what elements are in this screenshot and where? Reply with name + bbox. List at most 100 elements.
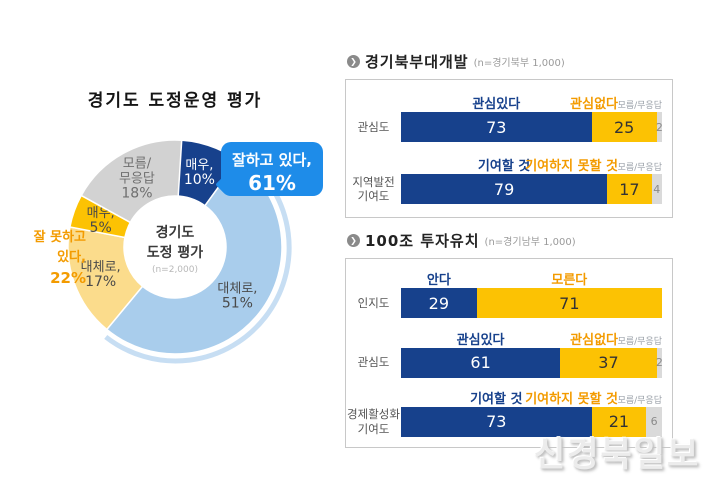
bar-row-interest: 관심도 관심있다 관심없다 모름/무응답 73 25 2 xyxy=(346,93,663,142)
bar-segment-dontknow: 4 xyxy=(651,174,662,204)
donut-slice-label: 5% xyxy=(90,220,112,236)
bar-track: 관심있다 관심없다 모름/무응답 61 37 2 xyxy=(401,329,663,378)
bar-segment-dontknow: 2 xyxy=(655,347,663,378)
value-positive: 73 xyxy=(486,117,507,137)
bar-segment-positive: 73 xyxy=(401,112,592,142)
donut-center-label: 경기도 도정 평가 (n=2,000) xyxy=(113,223,237,277)
arrow-circle-icon: ❯ xyxy=(347,234,360,247)
section-2-panel: 인지도 안다 모른다 29 71 0 관심도 관심있다 관심없다 xyxy=(345,258,673,448)
negative-label: 기여하지 못할 것 xyxy=(525,391,618,407)
bar-track: 안다 모른다 29 71 0 xyxy=(401,269,662,319)
bar-segment-negative: 17 xyxy=(607,174,652,204)
bar-segment-negative: 71 xyxy=(476,288,662,319)
bar-row-economy-contribution: 경제활성화 기여도 기여할 것 기여하지 못할 것 모름/무응답 73 21 6 xyxy=(346,388,662,437)
section-1-header: ❯ 경기북부대개발 (n=경기북부 1,000) xyxy=(347,51,565,72)
bar-segment-positive: 73 xyxy=(401,406,592,437)
dontknow-label: 모름/무응답 xyxy=(617,163,662,173)
bar-labels: 기여할 것 기여하지 못할 것 모름/무응답 xyxy=(401,155,662,174)
bar-track: 기여할 것 기여하지 못할 것 모름/무응답 73 21 6 xyxy=(401,388,662,437)
donut-slice-label: 대체로, xyxy=(81,260,121,275)
stacked-bar: 29 71 0 xyxy=(401,288,662,319)
bar-segment-positive: 79 xyxy=(401,174,608,204)
negative-label: 모른다 xyxy=(551,273,588,289)
section-2-sample-size: (n=경기남부 1,000) xyxy=(484,237,576,248)
value-negative: 21 xyxy=(608,412,630,432)
value-dontknow: 4 xyxy=(653,182,661,196)
bar-row-contribution: 지역발전 기여도 기여할 것 기여하지 못할 것 모름/무응답 79 17 4 xyxy=(346,155,662,204)
category-label: 인지도 xyxy=(357,296,390,311)
donut-slice-label: 무응답 xyxy=(119,171,155,186)
bar-segment-negative: 25 xyxy=(591,112,657,142)
donut-slice-label: 17% xyxy=(85,274,116,290)
stacked-bar: 73 25 2 xyxy=(401,112,663,142)
bar-labels: 안다 모른다 xyxy=(401,269,662,289)
category-label: 경제활성화 기여도 xyxy=(347,407,400,436)
bar-segment-negative: 37 xyxy=(560,347,657,378)
negative-callout-text1: 잘 못하고 xyxy=(33,230,86,245)
negative-label: 기여하지 못할 것 xyxy=(525,159,618,174)
negative-callout-value: 22% xyxy=(50,269,86,287)
donut-slice-label: 대체로, xyxy=(217,281,257,296)
section-2-header: ❯ 100조 투자유치 (n=경기남부 1,000) xyxy=(347,230,576,251)
value-dontknow: 2 xyxy=(655,120,663,134)
value-negative: 37 xyxy=(598,353,619,372)
bar-segment-dontknow: 2 xyxy=(655,112,663,142)
donut-sample-size: (n=2,000) xyxy=(151,264,199,275)
donut-chart-title: 경기도 도정운영 평가 xyxy=(87,91,263,111)
stacked-bar: 73 21 6 xyxy=(401,406,662,437)
donut-slice-label: 51% xyxy=(222,295,253,311)
donut-center-line1: 경기도 xyxy=(155,225,195,241)
positive-label: 관심있다 xyxy=(456,332,505,348)
value-positive: 61 xyxy=(470,353,491,372)
donut-center-line2: 도정 평가 xyxy=(146,245,204,262)
donut-slice-label: 18% xyxy=(121,185,152,201)
negative-label: 관심없다 xyxy=(570,97,618,112)
donut-slice-1 xyxy=(105,159,283,355)
value-negative: 17 xyxy=(619,179,640,199)
value-negative: 71 xyxy=(559,293,580,313)
donut-chart: 매우, 10% 대체로, 51% 대체로, 17% 매우, 5% 모름/무응답 18% xyxy=(50,122,300,372)
value-positive: 29 xyxy=(428,293,450,313)
stacked-bar: 61 37 2 xyxy=(401,347,663,378)
donut-highlight-ring xyxy=(104,155,292,364)
bar-labels: 관심있다 관심없다 모름/무응답 xyxy=(401,93,662,112)
positive-label: 기여할 것 xyxy=(477,159,531,174)
section-1-panel: 관심도 관심있다 관심없다 모름/무응답 73 25 2 지역발전 기여도 기여… xyxy=(345,79,673,218)
bar-track: 관심있다 관심없다 모름/무응답 73 25 2 xyxy=(401,93,663,142)
arrow-circle-icon: ❯ xyxy=(347,55,360,68)
positive-label: 안다 xyxy=(426,273,451,289)
bar-segment-positive: 29 xyxy=(401,288,477,319)
section-1-sample-size: (n=경기북부 1,000) xyxy=(473,58,565,69)
donut-slice-label: 10% xyxy=(184,172,215,188)
donut-slice-label: 모름/ xyxy=(123,156,152,171)
value-positive: 73 xyxy=(486,412,507,432)
bar-labels: 관심있다 관심없다 모름/무응답 xyxy=(401,329,662,348)
bar-row-interest: 관심도 관심있다 관심없다 모름/무응답 61 37 2 xyxy=(346,329,663,378)
positive-callout-text: 잘하고 있다, xyxy=(232,151,312,169)
category-label: 관심도 xyxy=(357,355,390,370)
negative-callout: 잘 못하고 있다, 22% xyxy=(10,228,86,290)
positive-callout-bubble: 잘하고 있다, 61% xyxy=(221,142,323,196)
value-negative: 25 xyxy=(613,117,635,137)
dontknow-label: 모름/무응답 xyxy=(617,101,662,111)
bar-segment-positive: 61 xyxy=(401,347,561,378)
newspaper-watermark: 신경북일보 xyxy=(534,435,701,475)
dontknow-label: 모름/무응답 xyxy=(617,336,662,347)
stacked-bar: 79 17 4 xyxy=(401,174,662,204)
bar-labels: 기여할 것 기여하지 못할 것 모름/무응답 xyxy=(401,388,662,407)
value-dontknow: 6 xyxy=(650,415,658,429)
value-dontknow: 2 xyxy=(655,356,663,369)
section-2-title: 100조 투자유치 xyxy=(365,232,480,250)
category-label: 지역발전 기여도 xyxy=(352,174,395,203)
negative-label: 관심없다 xyxy=(570,332,618,348)
section-1-title: 경기북부대개발 xyxy=(365,53,469,71)
value-positive: 79 xyxy=(493,179,515,199)
category-label: 관심도 xyxy=(357,119,390,134)
positive-callout-value: 61% xyxy=(248,171,296,195)
dontknow-label: 모름/무응답 xyxy=(617,395,662,406)
negative-callout-text2: 있다, xyxy=(57,249,86,265)
bar-segment-negative: 21 xyxy=(591,406,647,437)
positive-label: 기여할 것 xyxy=(470,391,523,407)
